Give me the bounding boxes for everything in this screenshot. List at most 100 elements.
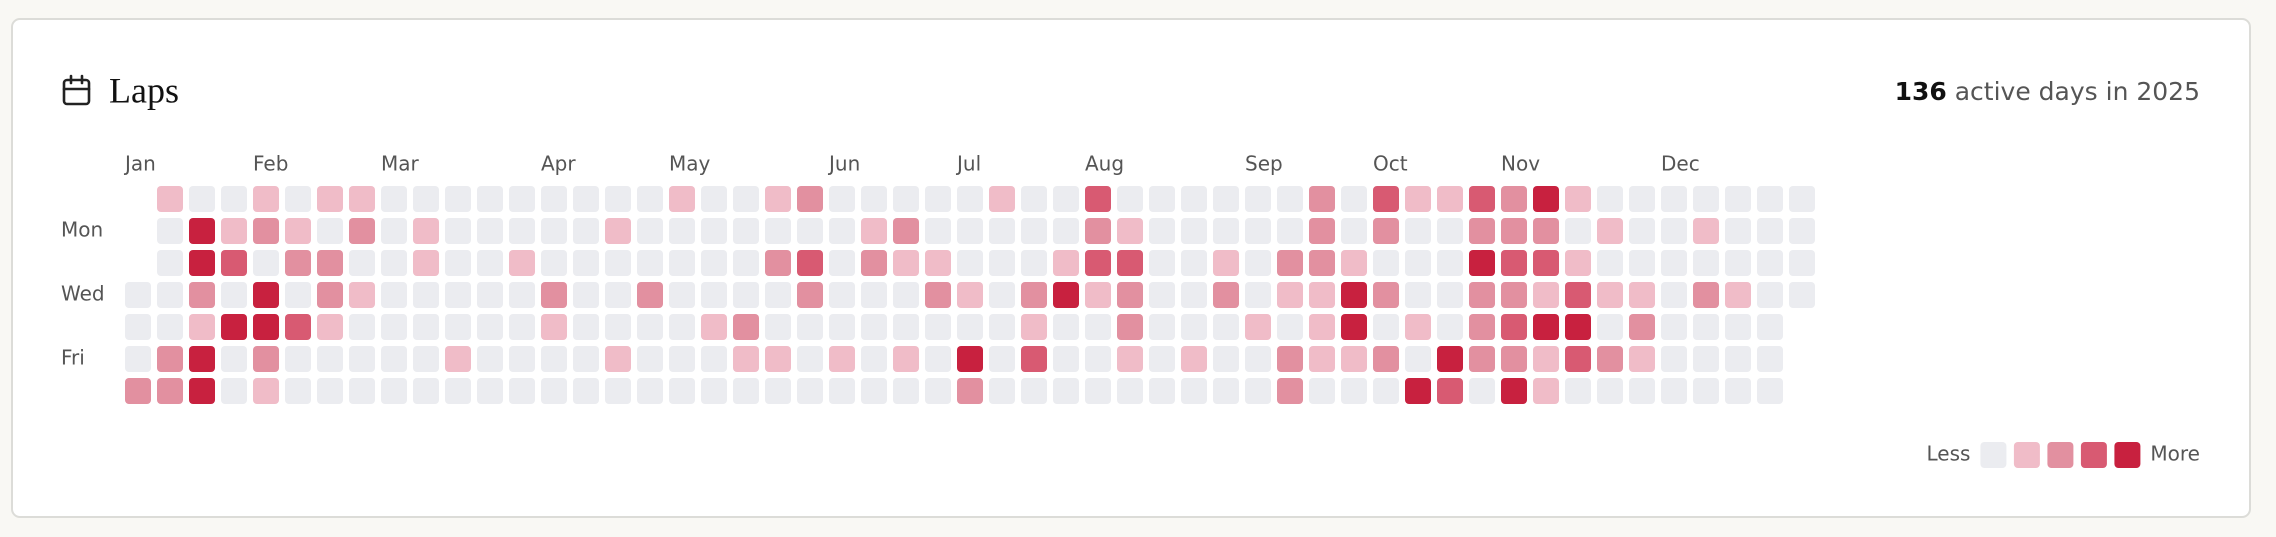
month-label: Sep [1245,152,1283,176]
day-cell [797,346,823,372]
day-cell [637,282,663,308]
day-cell [797,218,823,244]
day-cell [957,346,983,372]
day-cell [221,314,247,340]
day-cell [253,314,279,340]
day-cell [509,282,535,308]
day-cell [1469,250,1495,276]
day-cell [189,218,215,244]
day-cell [925,314,951,340]
day-cell [637,346,663,372]
legend-swatch [2080,442,2107,468]
day-cell [1501,282,1527,308]
day-cell [605,186,631,212]
day-cell [349,378,375,404]
day-cell [1053,250,1079,276]
day-cell [157,218,183,244]
day-cell [541,282,567,308]
day-cell [637,378,663,404]
month-label: Aug [1085,152,1124,176]
day-cell [1565,314,1591,340]
day-cell [1693,250,1719,276]
day-cell [733,250,759,276]
day-cell [1565,282,1591,308]
day-cell [1437,282,1463,308]
day-cell [573,378,599,404]
day-cell [349,314,375,340]
day-cell [701,378,727,404]
month-label: Mar [381,152,420,176]
day-cell [1693,346,1719,372]
month-label: Jan [123,152,156,176]
day-cell [1405,378,1431,404]
day-cell [1661,314,1687,340]
day-cell [1085,346,1111,372]
day-cell [829,378,855,404]
day-cell [1341,346,1367,372]
day-cell [1149,378,1175,404]
day-cell [925,186,951,212]
day-cell [573,314,599,340]
day-cell [1245,378,1271,404]
day-cell [189,378,215,404]
day-cell [1501,314,1527,340]
day-cell [317,378,343,404]
day-cell [189,346,215,372]
day-cell [1789,218,1815,244]
day-cell [1693,314,1719,340]
day-cell [381,250,407,276]
day-cell [1565,186,1591,212]
day-cell [189,314,215,340]
day-cell [349,346,375,372]
day-cell [1757,346,1783,372]
day-cell [1309,314,1335,340]
day-cell [541,250,567,276]
day-cell [957,282,983,308]
day-cell [989,250,1015,276]
day-cell [1661,218,1687,244]
day-cell [669,250,695,276]
day-cell [1469,218,1495,244]
day-cell [861,186,887,212]
day-cell [797,186,823,212]
day-cell [1117,186,1143,212]
day-cell [1725,314,1751,340]
day-cell [669,218,695,244]
day-cell [413,282,439,308]
day-cell [189,282,215,308]
day-cell [1725,346,1751,372]
day-cell [1341,378,1367,404]
day-cell [1309,282,1335,308]
day-cell [1661,378,1687,404]
day-cell [893,314,919,340]
day-cell [573,218,599,244]
day-cell [925,282,951,308]
day-cell [893,378,919,404]
day-cell [573,186,599,212]
day-cell [253,250,279,276]
summary: 136 active days in 2025 [1895,77,2200,106]
day-cell [829,314,855,340]
day-cell [1373,314,1399,340]
day-cell [893,250,919,276]
day-cell [1469,282,1495,308]
day-cell [1181,218,1207,244]
day-cell [669,314,695,340]
day-cell [765,378,791,404]
day-cell [1341,314,1367,340]
day-cell [765,282,791,308]
month-label: Jun [827,152,860,176]
day-cell [765,314,791,340]
day-cell [1053,378,1079,404]
day-cell [861,378,887,404]
day-cell [925,218,951,244]
day-cell [989,282,1015,308]
day-cell [925,346,951,372]
day-cell [1149,218,1175,244]
legend-swatch [2047,442,2074,468]
day-cell [477,346,503,372]
day-cell [317,314,343,340]
day-cell [573,250,599,276]
day-cell [1597,186,1623,212]
day-cell [1341,282,1367,308]
